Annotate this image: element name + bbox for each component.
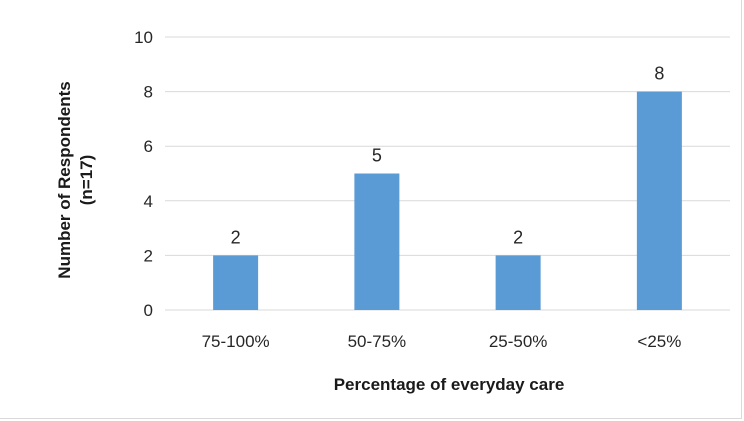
bars bbox=[213, 91, 682, 310]
x-axis-title: Percentage of everyday care bbox=[334, 375, 565, 394]
y-axis-title-line1: Number of Respondents bbox=[55, 81, 74, 278]
bar bbox=[495, 255, 541, 310]
data-label: 5 bbox=[372, 146, 382, 166]
x-tick-label: 25-50% bbox=[489, 332, 548, 351]
y-tick-label: 6 bbox=[144, 137, 153, 156]
bar bbox=[636, 91, 682, 310]
data-label: 2 bbox=[513, 227, 523, 247]
x-tick-label: 50-75% bbox=[348, 332, 407, 351]
data-labels: 2 5 2 8 bbox=[231, 64, 665, 248]
y-tick-label: 0 bbox=[144, 301, 153, 320]
y-tick-label: 8 bbox=[144, 83, 153, 102]
y-tick-label: 2 bbox=[144, 246, 153, 265]
x-tick-label: <25% bbox=[637, 332, 681, 351]
gridlines bbox=[165, 36, 730, 311]
data-label: 8 bbox=[654, 64, 664, 84]
bar bbox=[213, 255, 259, 310]
data-label: 2 bbox=[231, 227, 241, 247]
bar bbox=[354, 173, 400, 310]
y-axis-title-line2: (n=17) bbox=[77, 155, 96, 206]
x-axis-ticks: 75-100% 50-75% 25-50% <25% bbox=[202, 332, 682, 351]
y-tick-label: 4 bbox=[144, 192, 153, 211]
y-tick-label: 10 bbox=[134, 28, 153, 47]
y-axis-ticks: 0 2 4 6 8 10 bbox=[134, 28, 153, 320]
x-tick-label: 75-100% bbox=[202, 332, 270, 351]
